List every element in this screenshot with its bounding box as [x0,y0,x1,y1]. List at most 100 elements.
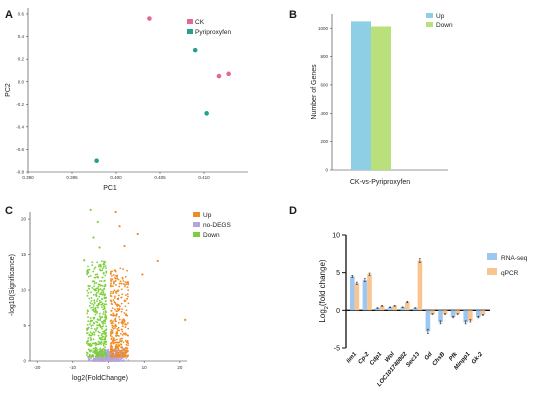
volcano-point-down [99,264,102,267]
pca-plot: -0.8 -0.6 -0.4 -0.2 0.0 0.2 0.4 0.6 0.390 0.395 0… [5,8,248,192]
volcano-point-up [127,295,129,298]
validation-bar-rna-seq [362,280,368,311]
volcano-point-up [114,317,117,320]
validation-bar-qpcr [392,305,397,311]
volcano-point-down [97,306,99,309]
volcano-point-down [104,293,107,296]
legend-label-qpcr: qPCR [501,270,519,277]
volcano-point-down [99,348,102,351]
volcano-point-up [116,334,119,337]
volcano-point-down [102,265,105,268]
volcano-point-up [110,314,113,317]
volcano-point-no-degs [112,358,115,360]
volcano-point-up [122,352,125,355]
volcano-point-up [126,347,129,350]
volcano-point-down [105,325,108,328]
volcano-point-down [101,303,103,306]
volcano-point-up [126,297,128,300]
volcano-point-up [114,308,116,311]
volcano-point-up [111,324,114,327]
validation-y-label: Log2(fold change) [318,259,330,322]
volcano-point-down [104,313,107,316]
volcano-point-up [120,310,123,313]
volcano-y-tick-label: 20 [21,217,27,222]
pca-x-label: PC1 [103,185,117,192]
volcano-point-down [89,301,92,304]
volcano-point-no-degs [106,358,109,361]
pca-point-ck [226,71,231,77]
volcano-point-down [89,317,92,319]
volcano-point-down [102,293,105,296]
volcano-point-no-degs [108,354,111,357]
volcano-point-down [92,338,95,341]
legend-swatch-down [193,232,200,237]
volcano-point-down [100,338,102,341]
volcano-point-down [91,332,94,335]
volcano-point-down [88,297,91,300]
volcano-point-down [104,320,107,323]
volcano-point-up [124,347,127,349]
volcano-plot: 0 5 10 15 20 -20 -10 0 10 20 log2(FoldChange) -l… [9,208,231,382]
volcano-point-up [113,281,115,284]
volcano-point-down [105,271,108,274]
volcano-point-down [98,283,101,286]
volcano-point-down [93,316,96,319]
volcano-point-up [111,326,114,329]
volcano-point-down [90,325,93,327]
volcano-point-up [115,349,118,352]
volcano-point-up [117,335,120,337]
pca-y-tick-label: 0.4 [18,34,25,39]
volcano-point-down [94,347,97,350]
pca-x-tick-label: 0.410 [198,175,210,180]
volcano-point-down [86,340,89,343]
volcano-point-up [121,308,124,311]
volcano-point-up [121,325,124,327]
volcano-point-up [110,290,112,293]
volcano-point-up [121,330,124,333]
legend-swatch-qpcr [487,268,497,275]
pca-point-pyriproxyfen [94,158,99,164]
validation-bar-qpcr [354,283,360,311]
deg-y-tick-label: 1000 [318,26,329,31]
volcano-point-down [98,349,101,352]
volcano-point-down [94,288,97,290]
volcano-point-up [112,274,115,276]
volcano-point-down [103,303,106,306]
volcano-point-down [103,350,106,353]
volcano-point-up [111,336,113,338]
volcano-point-up [116,303,119,306]
volcano-point-down [98,341,101,344]
volcano-y-tick-label: 15 [21,252,27,257]
volcano-point-up [116,275,119,278]
volcano-point-down [89,334,92,337]
validation-category-label: Cdp1 [369,351,384,367]
volcano-point-down [93,333,96,336]
volcano-point-down [90,297,93,299]
volcano-point-down [96,324,99,327]
volcano-point-up [127,302,130,305]
volcano-point-down [90,319,92,322]
volcano-point-down [92,347,95,350]
validation-category-label: Wol [384,351,396,363]
volcano-point-up [122,280,125,282]
volcano-point-down [101,327,103,330]
volcano-point-down [87,320,90,323]
volcano-point-up [116,345,119,348]
volcano-point-down [87,275,90,278]
volcano-point-up [126,314,129,317]
volcano-x-label: log2(FoldChange) [72,375,128,382]
validation-bar-qpcr [442,310,448,315]
volcano-point-up [121,328,123,331]
volcano-point-down [91,302,93,305]
validation-category-label: Pfk [448,351,459,363]
volcano-point-down [103,342,106,345]
volcano-point-down [105,270,108,273]
volcano-point-down [94,328,96,330]
volcano-point-up [117,354,120,357]
volcano-point-up [115,354,118,357]
volcano-point-down [98,355,101,358]
volcano-point-down [101,284,104,287]
volcano-point-down [99,288,102,291]
volcano-point-down [101,276,104,279]
